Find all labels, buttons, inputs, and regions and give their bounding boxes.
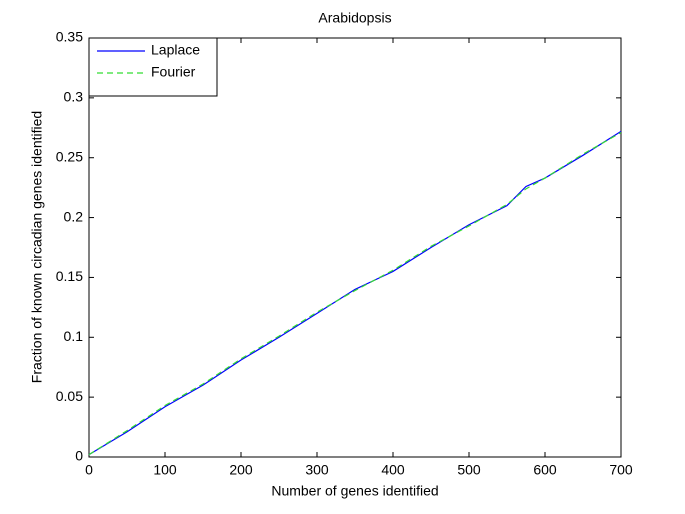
x-tick-label: 300 <box>305 462 329 478</box>
series-line <box>88 130 622 456</box>
axes-box <box>88 37 622 458</box>
y-tick-label: 0.15 <box>56 268 83 284</box>
y-axis-label: Fraction of known circadian genes identi… <box>29 111 45 383</box>
x-tick-label: 0 <box>85 462 93 478</box>
y-tick-label: 0.2 <box>64 208 84 224</box>
y-tick-label: 0.3 <box>64 89 84 105</box>
x-tick-label: 700 <box>609 462 633 478</box>
y-tick-label: 0.25 <box>56 148 83 164</box>
x-tick-label: 200 <box>229 462 253 478</box>
legend-box <box>88 37 218 97</box>
y-tick-label: 0.05 <box>56 388 83 404</box>
legend-label: Fourier <box>151 64 196 80</box>
y-tick-label: 0.35 <box>56 29 83 45</box>
y-tick-label: 0.1 <box>64 328 84 344</box>
legend-label: Laplace <box>151 42 200 58</box>
x-tick-label: 500 <box>457 462 481 478</box>
x-tick-label: 600 <box>533 462 557 478</box>
x-axis-label: Number of genes identified <box>271 483 438 499</box>
series-line <box>88 132 622 456</box>
chart-title: Arabidopsis <box>318 10 391 26</box>
x-tick-label: 400 <box>381 462 405 478</box>
x-tick-label: 100 <box>153 462 177 478</box>
y-tick-label: 0 <box>75 448 83 464</box>
